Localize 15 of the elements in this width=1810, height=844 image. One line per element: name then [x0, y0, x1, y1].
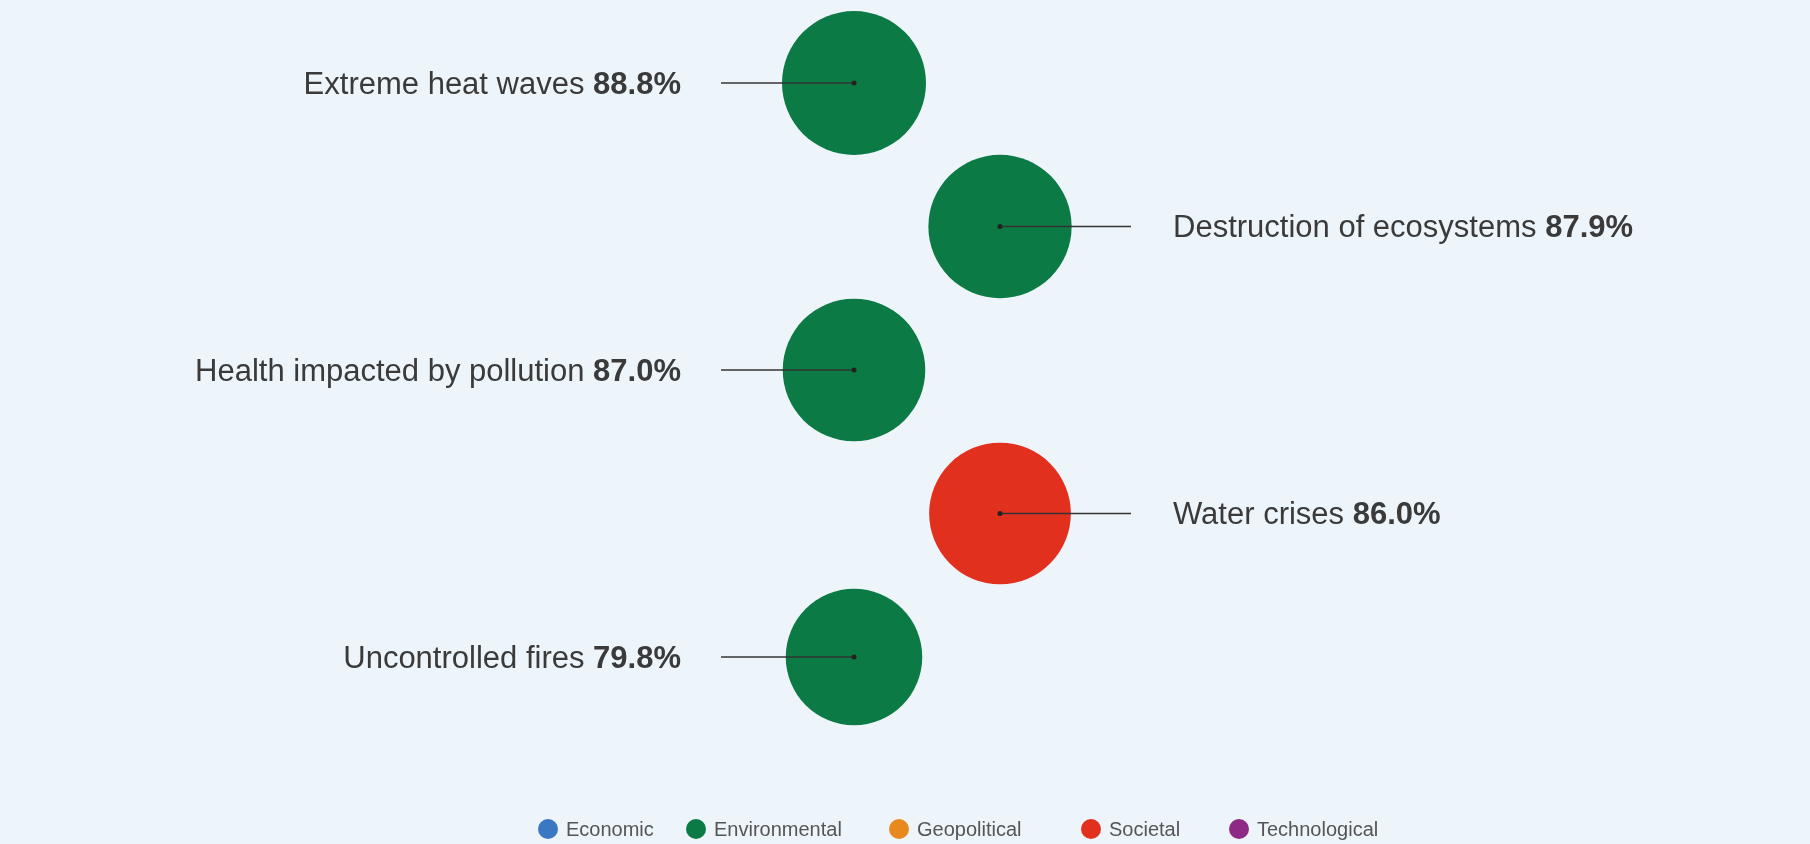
legend-label: Economic: [566, 818, 654, 840]
data-label: 87.0%: [593, 352, 681, 388]
category-label: Destruction of ecosystems: [1173, 209, 1537, 245]
category-label: Health impacted by pollution: [195, 352, 585, 388]
category-label: Uncontrolled fires: [343, 639, 585, 675]
data-label: 88.8%: [593, 65, 681, 101]
legend-label: Geopolitical: [917, 818, 1022, 840]
data-label: 86.0%: [1352, 496, 1441, 532]
category-label: Extreme heat waves: [303, 65, 585, 101]
data-label: 87.9%: [1545, 209, 1634, 245]
data-label: 79.8%: [593, 639, 681, 675]
legend-label: Societal: [1109, 818, 1181, 840]
legend-label: Technological: [1257, 818, 1379, 840]
category-label: Water crises: [1173, 496, 1345, 532]
legend-label: Environmental: [714, 818, 842, 840]
